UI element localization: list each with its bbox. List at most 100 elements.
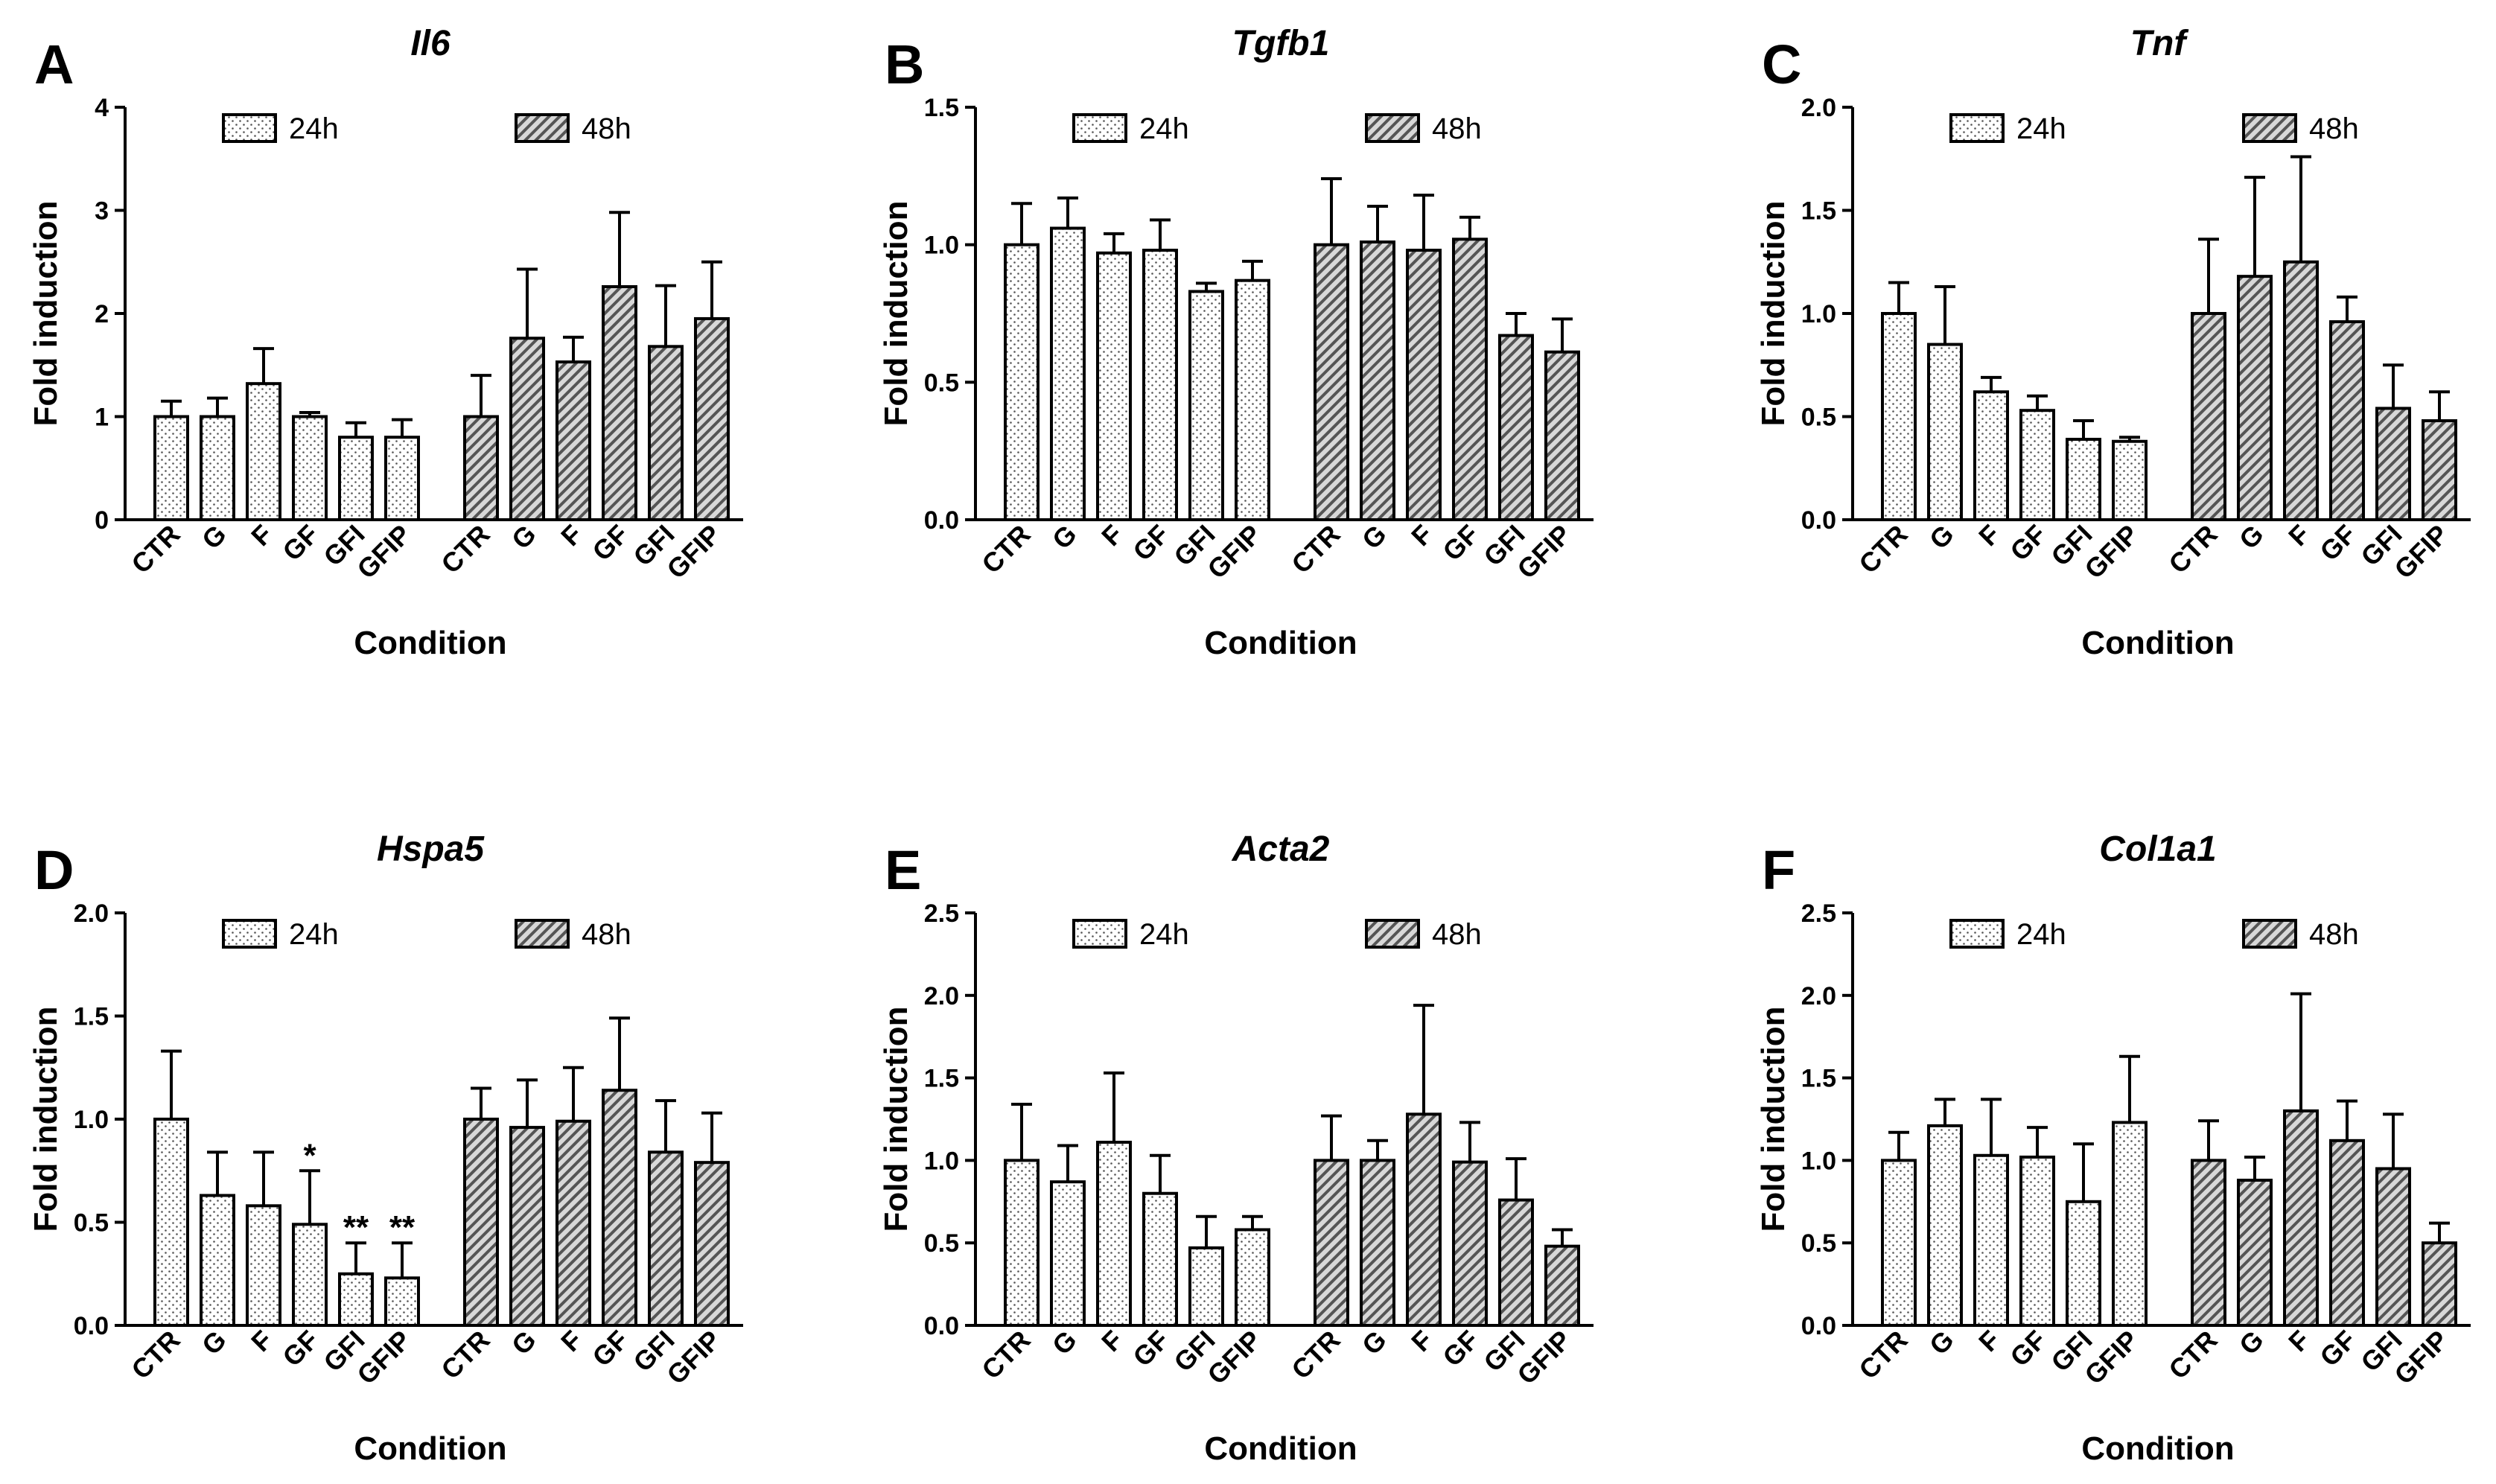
x-tick-group-d: GF — [586, 1325, 634, 1372]
significance-mark-d: ** — [389, 1209, 416, 1246]
y-tick-label-c: 2.0 — [1801, 94, 1836, 122]
x-tick-label-f: GFIP — [2388, 1325, 2454, 1390]
x-tick-label-c: GF — [2314, 519, 2361, 567]
x-tick-group-b: CTR — [1285, 519, 1346, 579]
y-tick-label-c: 0.0 — [1801, 506, 1836, 535]
x-tick-label-b: GF — [1127, 519, 1174, 567]
x-tick-label-b: GFIP — [1511, 519, 1576, 585]
bar-48h-gfi — [648, 1150, 684, 1327]
x-tick-label-a: GF — [586, 519, 634, 567]
x-tick-label-d: GF — [586, 1325, 634, 1372]
bar-24h-gfip — [2112, 1121, 2148, 1327]
legend-swatch-24h — [222, 113, 277, 143]
x-tick-label-d: GF — [276, 1325, 324, 1372]
x-tick-label-f: G — [1923, 1325, 1960, 1361]
legend-swatch-48h — [2242, 113, 2297, 143]
bar-24h-gf — [292, 1223, 328, 1328]
x-tick-label-d: F — [245, 1325, 278, 1358]
legend-swatch-24h — [222, 919, 277, 949]
x-tick-label-e: GFIP — [1511, 1325, 1576, 1390]
x-tick-group-d: G — [196, 1325, 232, 1361]
x-tick-label-d: GFIP — [660, 1325, 726, 1390]
chart-title-d: Hspa5 — [377, 829, 485, 869]
bar-24h-f — [246, 382, 281, 521]
y-tick-label-d: 1.5 — [74, 1003, 109, 1031]
legend-swatch-48h — [1365, 113, 1420, 143]
x-tick-label-f: CTR — [2162, 1325, 2223, 1385]
x-tick-label-e: G — [1356, 1325, 1392, 1361]
x-tick-group-f: GF — [2004, 1325, 2051, 1372]
y-tick-label-f: 1.0 — [1801, 1147, 1836, 1175]
x-tick-label-e: GF — [1127, 1325, 1174, 1372]
y-tick-label-d: 0.0 — [74, 1312, 109, 1340]
x-tick-group-b: F — [1405, 519, 1439, 552]
panel-f: F Col1a1 0.0 0.5 1.0 1.5 2.0 2.5 Fold induction 2… — [1755, 829, 2471, 1467]
y-tick-label-c: 1.5 — [1801, 197, 1836, 226]
bar-24h-gf — [2019, 1155, 2055, 1328]
x-tick-label-e: GFIP — [1201, 1325, 1267, 1390]
bar-48h-g — [509, 1126, 545, 1327]
y-tick-label-e: 1.0 — [924, 1147, 959, 1175]
y-tick-label-e: 0.0 — [924, 1312, 959, 1340]
panel-c: C Tnf 0.0 0.5 1.0 1.5 2.0 Fold induction 24h 48h C… — [1755, 24, 2471, 661]
bar-24h-gfip — [2112, 439, 2148, 521]
bar-24h-gf — [292, 415, 328, 521]
y-label-group-b: Fold induction — [878, 200, 914, 426]
x-tick-label-e: G — [1046, 1325, 1083, 1361]
x-tick-label-e: F — [1405, 1325, 1439, 1358]
bar-24h-g — [1927, 1124, 1963, 1327]
x-tick-group-f: CTR — [1853, 1325, 1913, 1385]
bar-24h-f — [246, 1204, 281, 1327]
chart-title-a: Il6 — [410, 24, 451, 63]
y-tick-label-d: 0.5 — [74, 1209, 109, 1238]
bar-48h-gfi — [2375, 407, 2411, 521]
legend-label-24h: 24h — [289, 918, 339, 951]
x-tick-label-a: GF — [276, 519, 324, 567]
x-tick-label-b: G — [1046, 519, 1083, 555]
panel-letter-d: D — [34, 839, 74, 901]
x-tick-label-f: GF — [2314, 1325, 2361, 1372]
x-tick-label-c: F — [1973, 519, 2006, 552]
x-tick-group-b: G — [1356, 519, 1392, 555]
x-tick-label-e: F — [1095, 1325, 1129, 1358]
x-tick-group-c: CTR — [1853, 519, 1913, 579]
bar-24h-g — [1050, 226, 1086, 521]
bar-24h-g — [200, 415, 235, 521]
bar-48h-gfip — [2422, 1241, 2457, 1327]
x-tick-group-e: CTR — [975, 1325, 1036, 1385]
x-tick-group-d: G — [506, 1325, 542, 1361]
bar-24h-gfip — [384, 1276, 420, 1328]
legend-label-48h: 48h — [2309, 918, 2359, 951]
x-tick-group-e: F — [1095, 1325, 1129, 1358]
bar-24h-gfip — [1235, 1228, 1270, 1328]
bar-48h-f — [1406, 249, 1442, 521]
bar-24h-ctr — [1004, 1159, 1040, 1328]
x-axis-label-b: Condition — [1204, 625, 1357, 661]
x-axis-label-e: Condition — [1204, 1430, 1357, 1467]
bar-24h-gfip — [1235, 278, 1270, 521]
x-tick-group-e: GF — [1127, 1325, 1174, 1372]
x-tick-label-b: CTR — [1285, 519, 1346, 579]
chart-title-b: Tgfb1 — [1232, 24, 1330, 63]
x-tick-group-a: F — [555, 519, 588, 552]
bar-24h-f — [1096, 1141, 1132, 1328]
x-tick-label-b: GFIP — [1201, 519, 1267, 585]
bar-48h-gf — [602, 284, 637, 521]
x-tick-group-d: GFIP — [351, 1325, 416, 1390]
bar-24h-f — [1096, 251, 1132, 521]
bar-48h-gf — [2329, 1139, 2365, 1327]
x-tick-group-d: CTR — [435, 1325, 495, 1385]
x-tick-label-d: CTR — [435, 1325, 495, 1385]
bar-48h-gfip — [694, 1161, 730, 1328]
bar-48h-gf — [2329, 320, 2365, 521]
bar-24h-f — [1973, 1153, 2009, 1327]
x-tick-label-d: F — [555, 1325, 588, 1358]
x-tick-label-a: G — [506, 519, 542, 555]
x-tick-group-e: G — [1356, 1325, 1392, 1361]
panel-b: B Tgfb1 0.0 0.5 1.0 1.5 Fold induction 24h 48h CT… — [878, 24, 1594, 661]
y-axis-label-d: Fold induction — [28, 1006, 64, 1232]
x-axis-label-c: Condition — [2081, 625, 2234, 661]
legend-label-24h: 24h — [1139, 918, 1189, 951]
